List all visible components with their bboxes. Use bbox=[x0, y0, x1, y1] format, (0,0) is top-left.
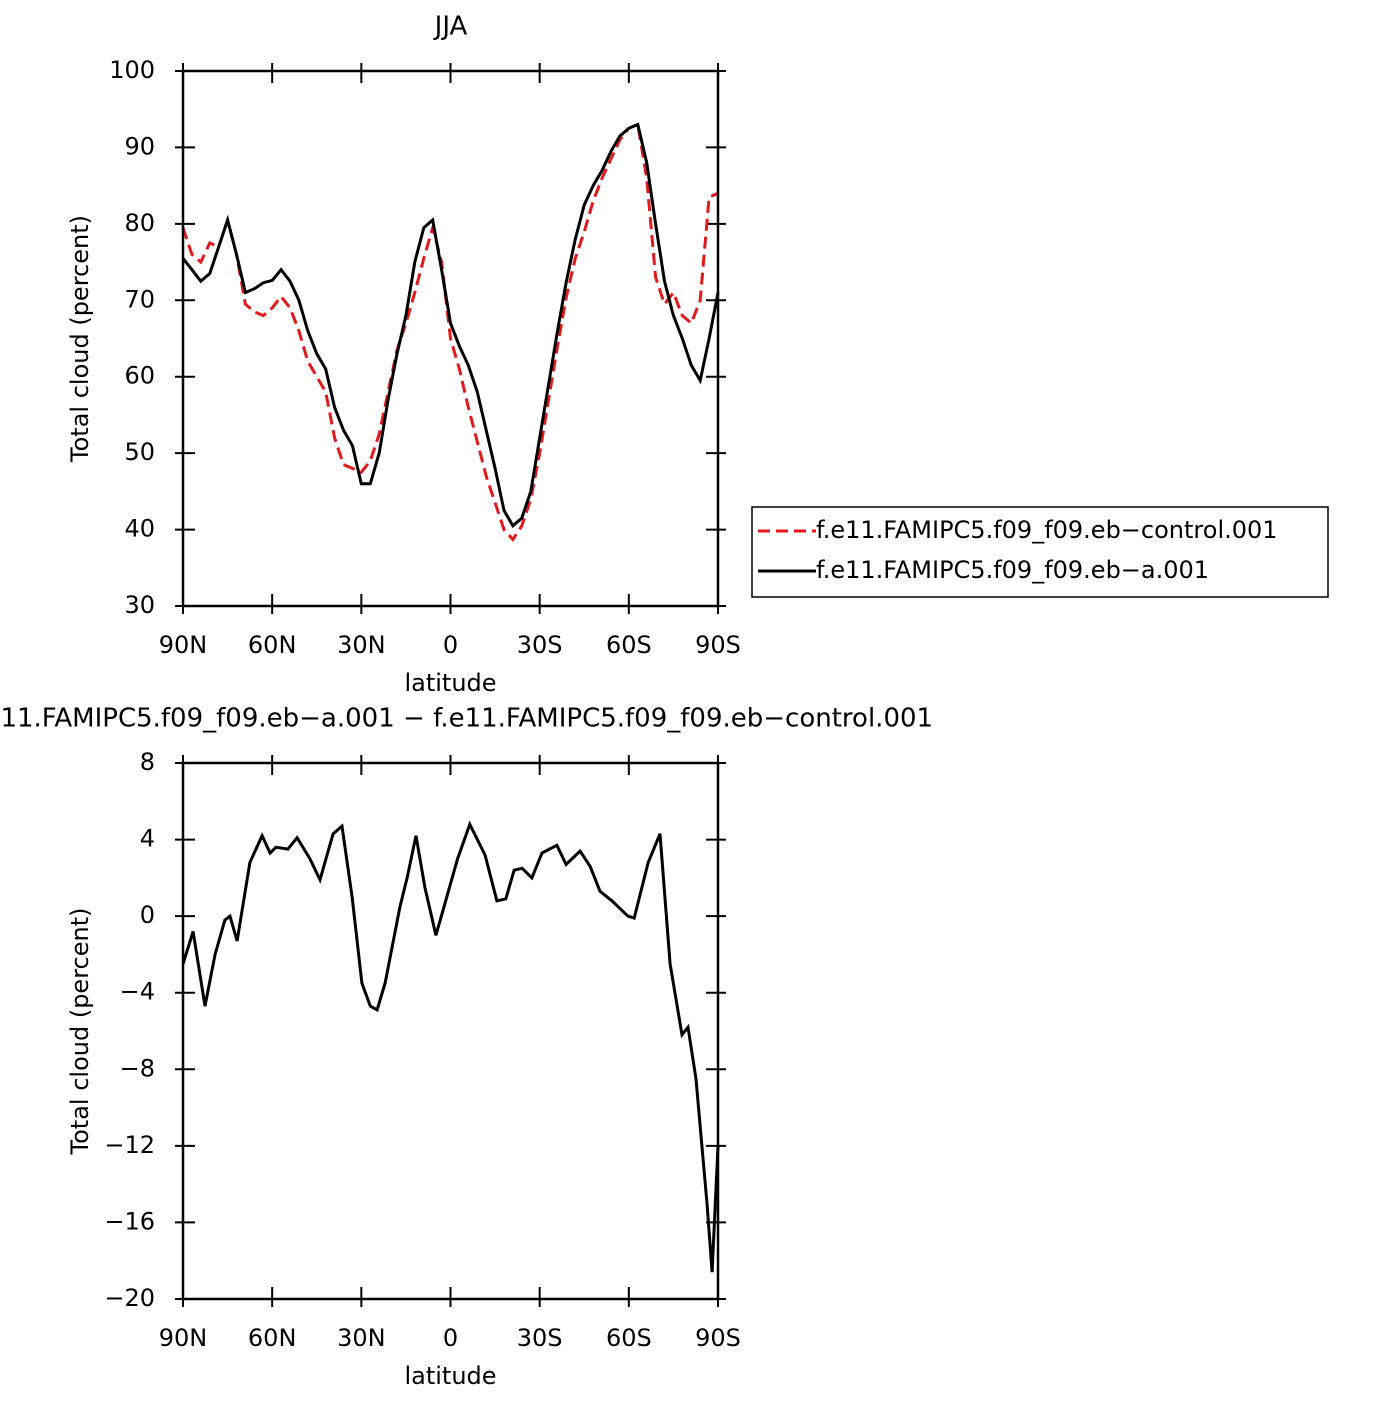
y-tick-label: −4 bbox=[120, 978, 155, 1006]
y-tick-label: −12 bbox=[104, 1131, 155, 1159]
y-tick-label: −20 bbox=[104, 1284, 155, 1312]
legend-label: f.e11.FAMIPC5.f09_f09.eb−control.001 bbox=[816, 516, 1278, 544]
y-tick-label: 40 bbox=[124, 515, 155, 543]
x-tick-label: 30N bbox=[337, 631, 386, 659]
plot-frame bbox=[181, 761, 720, 1301]
chart-title: JJA bbox=[433, 12, 468, 42]
y-tick-label: 70 bbox=[124, 285, 155, 313]
data-line bbox=[181, 122, 720, 529]
y-tick-label: 0 bbox=[140, 901, 155, 929]
x-tick-label: 90N bbox=[159, 1324, 208, 1352]
x-tick-label: 60S bbox=[606, 631, 652, 659]
x-tick-label: 60N bbox=[248, 1324, 297, 1352]
y-tick-label: 60 bbox=[124, 362, 155, 390]
y-axis-label: Total cloud (percent) bbox=[66, 908, 94, 1156]
y-tick-label: 100 bbox=[109, 56, 155, 84]
y-tick-label: −8 bbox=[120, 1054, 155, 1082]
chart-title: f.e11.FAMIPC5.f09_f09.eb−a.001 − f.e11.F… bbox=[0, 704, 933, 734]
y-tick-label: 4 bbox=[140, 825, 155, 853]
x-tick-label: 30S bbox=[517, 1324, 563, 1352]
x-tick-label: 0 bbox=[443, 1324, 458, 1352]
x-axis-label: latitude bbox=[404, 669, 496, 697]
y-tick-label: 8 bbox=[140, 748, 155, 776]
x-tick-label: 60N bbox=[248, 631, 297, 659]
x-tick-label: 90S bbox=[695, 1324, 741, 1352]
y-tick-label: 80 bbox=[124, 209, 155, 237]
x-tick-label: 30N bbox=[337, 1324, 386, 1352]
x-tick-label: 90S bbox=[695, 631, 741, 659]
y-tick-label: −16 bbox=[104, 1207, 155, 1235]
y-axis-label: Total cloud (percent) bbox=[66, 215, 94, 463]
plot-frame bbox=[181, 69, 720, 608]
legend-label: f.e11.FAMIPC5.f09_f09.eb−a.001 bbox=[816, 556, 1209, 584]
data-line bbox=[181, 820, 720, 1273]
x-axis-label: latitude bbox=[404, 1362, 496, 1390]
y-tick-label: 30 bbox=[124, 591, 155, 619]
y-tick-label: 90 bbox=[124, 132, 155, 160]
x-tick-label: 0 bbox=[443, 631, 458, 659]
x-tick-label: 30S bbox=[517, 631, 563, 659]
x-tick-label: 90N bbox=[159, 631, 208, 659]
legend-box bbox=[751, 506, 1329, 598]
x-tick-label: 60S bbox=[606, 1324, 652, 1352]
data-line bbox=[181, 122, 719, 542]
y-tick-label: 50 bbox=[124, 438, 155, 466]
